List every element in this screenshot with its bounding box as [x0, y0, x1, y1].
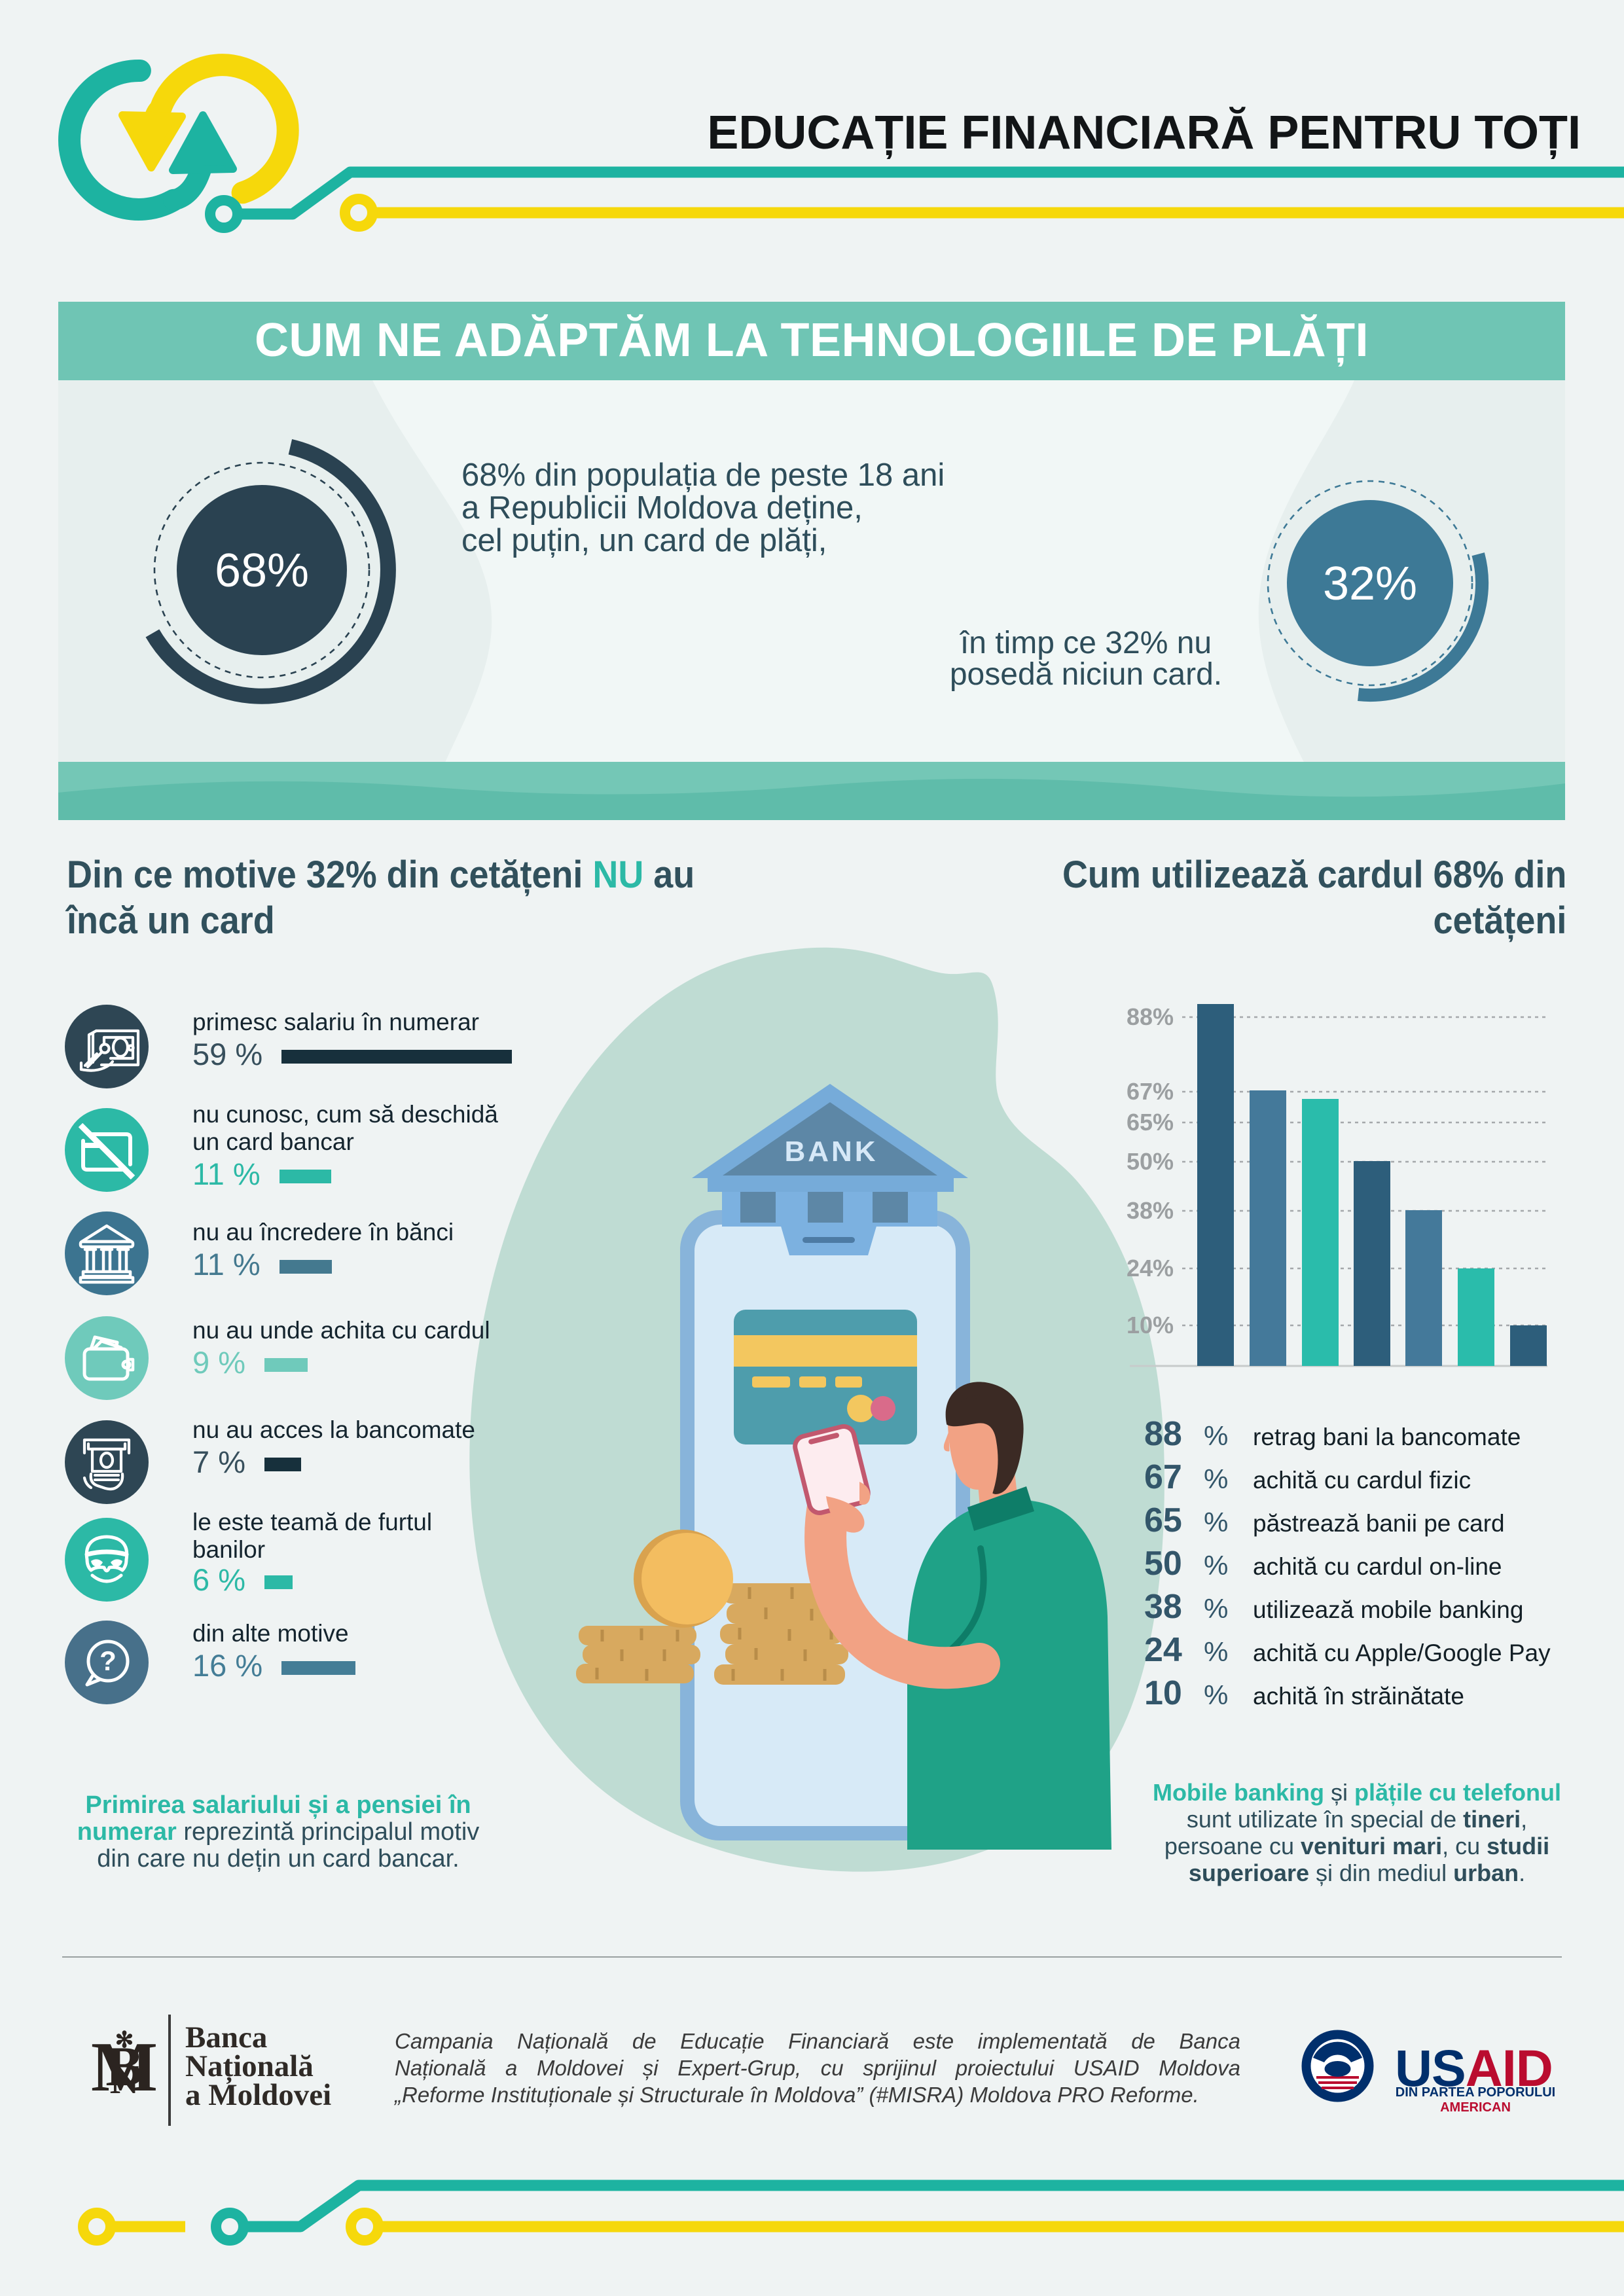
svg-text:B: B: [105, 2035, 143, 2098]
svg-text:68%: 68%: [215, 545, 309, 597]
svg-text:65%: 65%: [1127, 1109, 1174, 1136]
svg-text:50%: 50%: [1127, 1148, 1174, 1175]
svg-text:38%: 38%: [1127, 1197, 1174, 1224]
svg-text:24%: 24%: [1127, 1255, 1174, 1282]
svg-text:10%: 10%: [1127, 1312, 1174, 1338]
svg-text:32%: 32%: [1323, 558, 1417, 610]
svg-text:?: ?: [99, 1645, 117, 1676]
svg-text:M: M: [91, 2028, 158, 2106]
svg-text:67%: 67%: [1127, 1078, 1174, 1105]
svg-text:✻: ✻: [115, 2028, 134, 2053]
svg-text:88%: 88%: [1127, 1003, 1174, 1030]
svg-text:N: N: [110, 2058, 139, 2102]
svg-text:BANK: BANK: [784, 1136, 878, 1168]
